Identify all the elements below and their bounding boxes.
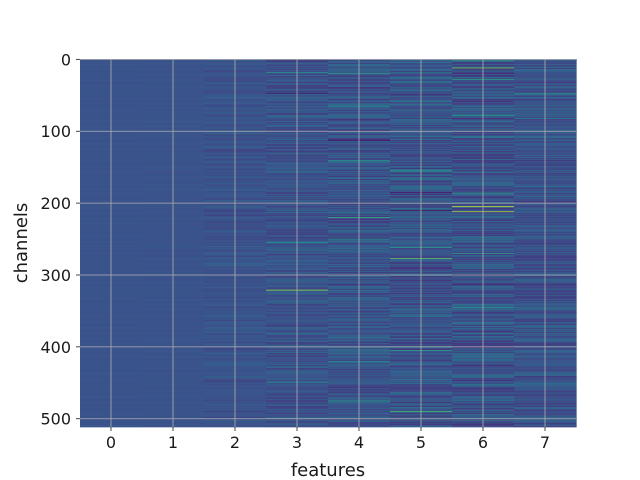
grid-lines xyxy=(80,58,576,427)
x-tick-label: 0 xyxy=(106,433,116,452)
y-tick-label: 200 xyxy=(40,194,71,213)
x-tick-label: 4 xyxy=(354,433,364,452)
x-axis-ticks: 0 1 2 3 4 5 6 7 xyxy=(106,427,550,452)
x-axis-label: features xyxy=(291,460,365,480)
y-tick-label: 400 xyxy=(40,338,71,357)
x-tick-label: 7 xyxy=(540,433,550,452)
y-tick-label: 100 xyxy=(40,122,71,141)
plot-area xyxy=(80,58,577,428)
x-tick-label: 6 xyxy=(478,433,488,452)
x-tick-label: 5 xyxy=(416,433,426,452)
y-axis-label: channels xyxy=(11,203,32,284)
y-tick-label: 0 xyxy=(61,50,71,69)
x-tick-label: 1 xyxy=(168,433,178,452)
y-tick-label: 500 xyxy=(40,410,71,429)
x-tick-label: 2 xyxy=(230,433,240,452)
heatmap-cells xyxy=(80,59,577,428)
x-tick-label: 3 xyxy=(292,433,302,452)
y-tick-label: 300 xyxy=(40,266,71,285)
y-axis-ticks: 0 100 200 300 400 500 xyxy=(40,50,80,429)
